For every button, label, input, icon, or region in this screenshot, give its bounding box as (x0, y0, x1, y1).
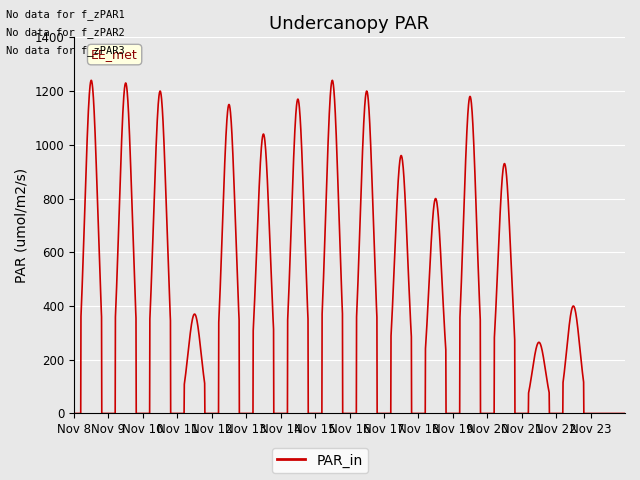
Text: No data for f_zPAR3: No data for f_zPAR3 (6, 45, 125, 56)
Text: No data for f_zPAR2: No data for f_zPAR2 (6, 27, 125, 38)
Legend: PAR_in: PAR_in (272, 448, 368, 473)
Text: No data for f_zPAR1: No data for f_zPAR1 (6, 9, 125, 20)
Text: EE_met: EE_met (92, 48, 138, 61)
Y-axis label: PAR (umol/m2/s): PAR (umol/m2/s) (15, 168, 29, 283)
Title: Undercanopy PAR: Undercanopy PAR (269, 15, 429, 33)
